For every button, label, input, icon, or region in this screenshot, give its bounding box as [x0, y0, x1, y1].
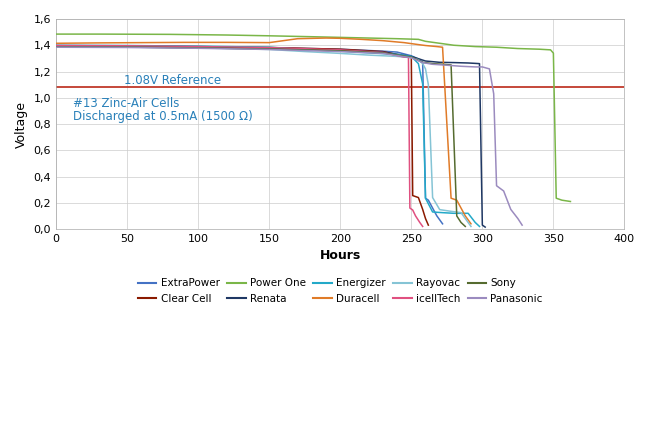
Text: Discharged at 0.5mA (1500 Ω): Discharged at 0.5mA (1500 Ω) [73, 110, 253, 123]
Text: #13 Zinc-Air Cells: #13 Zinc-Air Cells [73, 97, 179, 110]
Legend: ExtraPower, Clear Cell, Power One, Renata, Energizer, Duracell, Rayovac, icellTe: ExtraPower, Clear Cell, Power One, Renat… [133, 274, 547, 308]
Y-axis label: Voltage: Voltage [15, 101, 28, 147]
Text: 1.08V Reference: 1.08V Reference [124, 74, 222, 87]
X-axis label: Hours: Hours [320, 249, 361, 263]
